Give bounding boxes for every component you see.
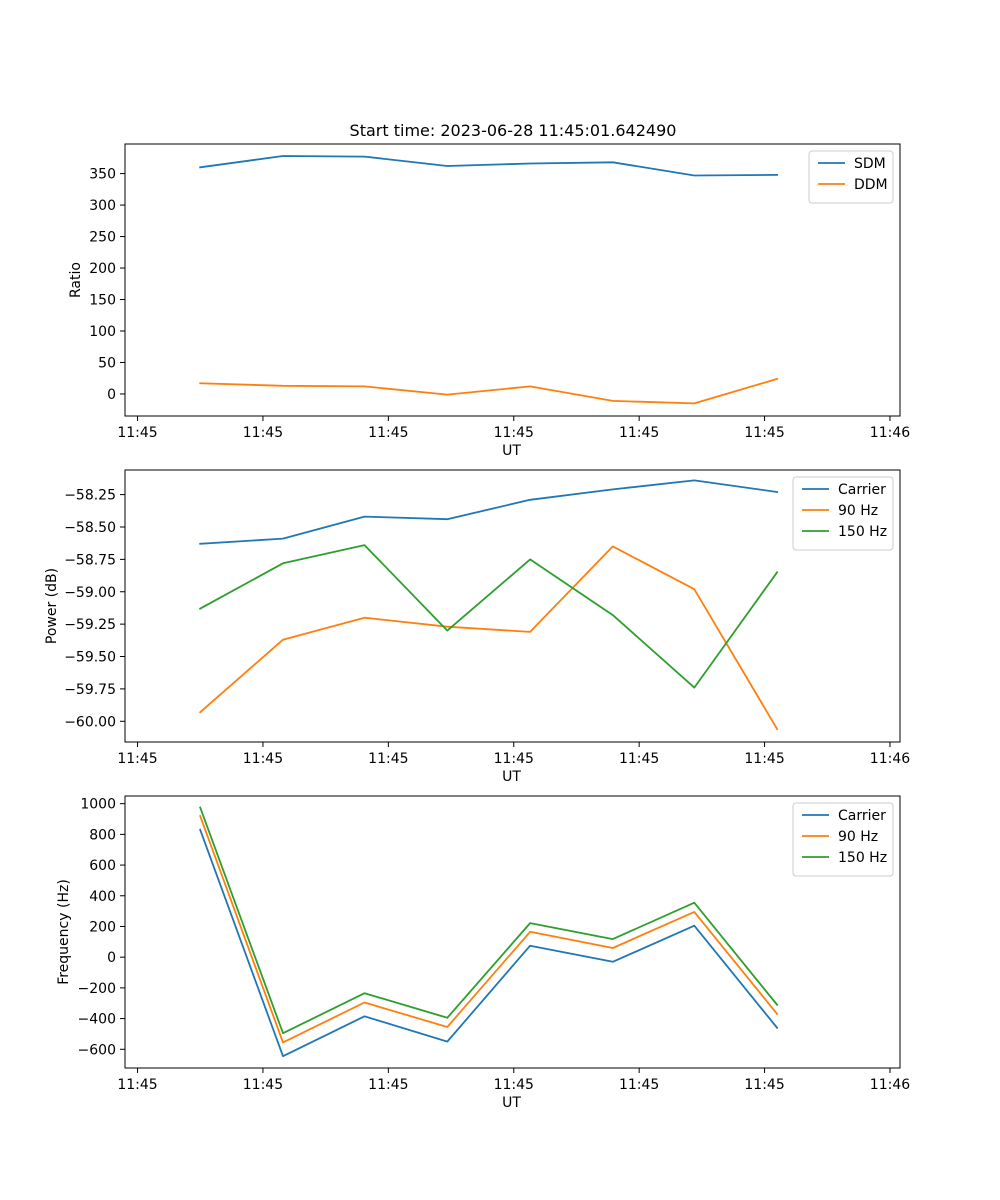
- axes-frame: [124, 143, 901, 417]
- series-line-sdm: [199, 155, 779, 177]
- x-tick-label: 11:45: [619, 1077, 659, 1093]
- y-tick-label: 800: [89, 827, 116, 843]
- x-tick-label: 11:45: [619, 751, 659, 767]
- legend-label-150-hz: 150 Hz: [838, 524, 887, 540]
- axes-frame: [124, 795, 901, 1069]
- subplot-3: 11:45 11:45 11:45 11:45 11:45 11:45 11:46 −600 −…: [56, 795, 910, 1111]
- legend: SDM DDM: [808, 150, 894, 204]
- legend-label-carrier: Carrier: [838, 808, 886, 824]
- figure-title: Start time: 2023-06-28 11:45:01.642490: [350, 121, 677, 140]
- x-tick-label: 11:45: [368, 425, 408, 441]
- series-line-90-hz: [199, 814, 779, 1044]
- x-tick-label: 11:45: [243, 1077, 283, 1093]
- x-tick-label: 11:45: [744, 751, 784, 767]
- y-tick-label: 250: [89, 230, 116, 246]
- y-tick-label: 100: [89, 324, 116, 340]
- x-tick-label: 11:45: [243, 751, 283, 767]
- y-tick-label: 150: [89, 293, 116, 309]
- x-tick-label: 11:45: [494, 1077, 534, 1093]
- x-axis-label: UT: [502, 769, 521, 785]
- x-tick-label: 11:45: [744, 425, 784, 441]
- y-tick-label: 600: [89, 858, 116, 874]
- legend-label-150-hz: 150 Hz: [838, 850, 887, 866]
- y-axis-label: Power (dB): [44, 568, 60, 644]
- series-line-150-hz: [198, 544, 779, 689]
- series-line-ddm: [199, 377, 779, 405]
- subplots: 11:45 11:45 11:45 11:45 11:45 11:45 11:46 0 50 10…: [44, 143, 910, 1111]
- y-tick-label: 0: [107, 950, 116, 966]
- y-tick-label: −58.50: [64, 520, 116, 536]
- x-tick-label: 11:45: [117, 1077, 157, 1093]
- x-axis-label: UT: [502, 1095, 521, 1111]
- y-tick-label: 400: [89, 889, 116, 905]
- series-line-carrier: [199, 828, 779, 1058]
- x-tick-label: 11:46: [870, 425, 910, 441]
- y-tick-label: −59.00: [64, 585, 116, 601]
- subplot-1: 11:45 11:45 11:45 11:45 11:45 11:45 11:46 0 50 10…: [68, 143, 910, 459]
- x-tick-label: 11:45: [368, 751, 408, 767]
- y-tick-label: 50: [98, 355, 116, 371]
- y-tick-label: 200: [89, 261, 116, 277]
- y-tick-label: −200: [78, 981, 116, 997]
- legend-label-90-hz: 90 Hz: [838, 503, 878, 519]
- x-tick-label: 11:45: [494, 425, 534, 441]
- legend-label-carrier: Carrier: [838, 482, 886, 498]
- series-line-carrier: [199, 479, 779, 545]
- y-axis-label: Frequency (Hz): [56, 879, 72, 985]
- legend-label-ddm: DDM: [854, 177, 888, 193]
- legend: Carrier 90 Hz 150 Hz: [792, 476, 894, 551]
- series-line-150-hz: [199, 806, 779, 1035]
- legend-label-sdm: SDM: [854, 156, 886, 172]
- x-axis-label: UT: [502, 443, 521, 459]
- y-tick-label: −60.00: [64, 714, 116, 730]
- x-tick-label: 11:45: [619, 425, 659, 441]
- legend-label-90-hz: 90 Hz: [838, 829, 878, 845]
- x-tick-label: 11:45: [494, 751, 534, 767]
- y-tick-label: −58.75: [64, 552, 116, 568]
- x-tick-label: 11:46: [870, 751, 910, 767]
- y-tick-label: −600: [78, 1042, 116, 1058]
- y-tick-label: 200: [89, 919, 116, 935]
- y-tick-label: −59.25: [64, 617, 116, 633]
- y-tick-label: −400: [78, 1012, 116, 1028]
- x-tick-label: 11:45: [368, 1077, 408, 1093]
- legend: Carrier 90 Hz 150 Hz: [792, 802, 894, 877]
- y-tick-label: −58.25: [64, 488, 116, 504]
- y-tick-label: −59.50: [64, 650, 116, 666]
- y-tick-label: 300: [89, 198, 116, 214]
- y-tick-label: −59.75: [64, 682, 116, 698]
- series-line-90-hz: [198, 545, 779, 731]
- x-tick-label: 11:45: [117, 425, 157, 441]
- x-tick-label: 11:45: [744, 1077, 784, 1093]
- axes-frame: [124, 469, 901, 743]
- x-tick-label: 11:45: [117, 751, 157, 767]
- y-tick-label: 1000: [80, 797, 116, 813]
- y-axis-label: Ratio: [68, 262, 84, 298]
- y-tick-label: 350: [89, 167, 116, 183]
- x-tick-label: 11:45: [243, 425, 283, 441]
- legend-frame: [808, 150, 894, 204]
- x-tick-label: 11:46: [870, 1077, 910, 1093]
- y-tick-label: 0: [107, 387, 116, 403]
- subplot-2: 11:45 11:45 11:45 11:45 11:45 11:45 11:46 −60.0…: [44, 469, 910, 785]
